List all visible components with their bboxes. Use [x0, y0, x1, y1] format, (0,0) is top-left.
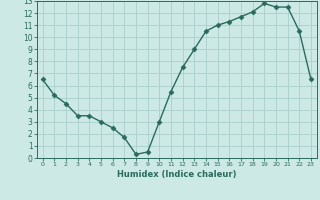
X-axis label: Humidex (Indice chaleur): Humidex (Indice chaleur): [117, 170, 236, 179]
